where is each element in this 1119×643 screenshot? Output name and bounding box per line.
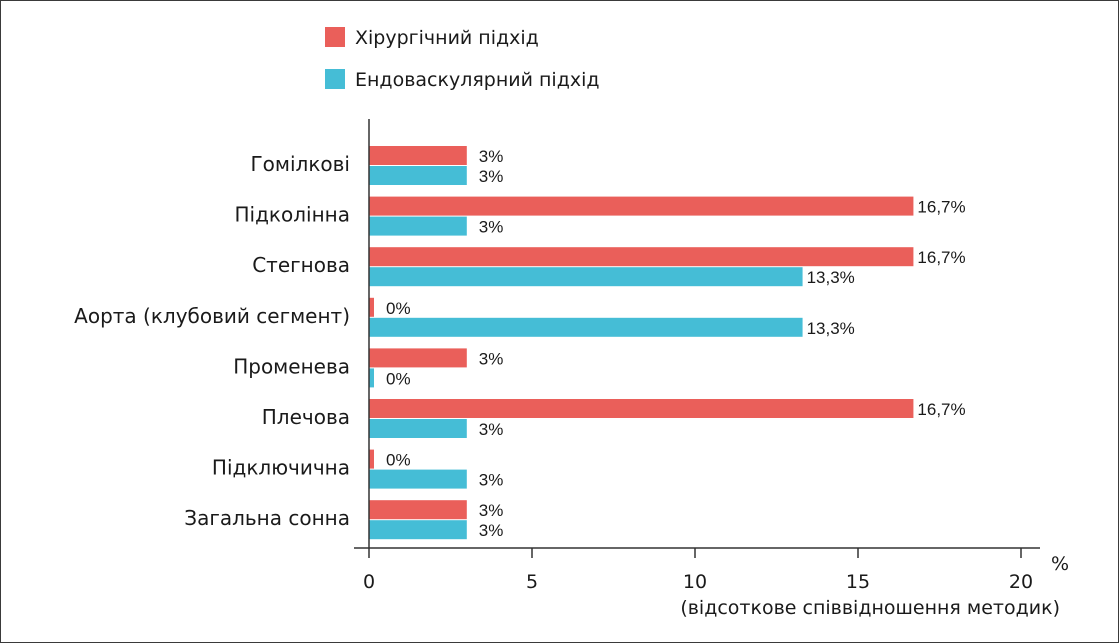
bar-s1-c4 [369, 368, 374, 388]
value-label-s0-c1: 16,7% [917, 198, 965, 217]
x-axis-title: (відсоткове співвідношення методик) [680, 597, 1060, 619]
legend-swatch-0 [325, 27, 345, 47]
bar-s1-c1 [369, 216, 467, 236]
value-label-s1-c4: 0% [386, 369, 411, 388]
bar-s0-c5 [369, 399, 914, 418]
category-label-0: Гомілкові [250, 152, 350, 176]
value-label-s1-c2: 13,3% [807, 268, 855, 287]
legend-label-1: Ендоваскулярний підхід [355, 69, 600, 91]
legend: Хірургічний підхід Ендоваскулярний підхід [325, 27, 600, 91]
bar-s1-c0 [369, 166, 467, 185]
legend-label-0: Хірургічний підхід [355, 27, 539, 49]
value-label-s0-c6: 0% [386, 451, 411, 470]
bar-s0-c0 [369, 146, 467, 165]
x-tick-label-2: 10 [683, 571, 707, 593]
bar-s1-c2 [369, 267, 803, 287]
value-label-s0-c4: 3% [479, 349, 504, 368]
bar-s1-c3 [369, 317, 803, 337]
value-label-s0-c5: 16,7% [917, 400, 965, 419]
x-tick-label-3: 15 [846, 571, 870, 593]
bar-s0-c3 [369, 297, 374, 317]
value-label-s1-c1: 3% [479, 218, 504, 237]
category-label-6: Підключична [212, 456, 350, 480]
category-label-3: Аорта (клубовий сегмент) [74, 304, 350, 328]
value-label-s1-c0: 3% [479, 167, 504, 186]
bar-s1-c6 [369, 469, 467, 489]
value-label-s1-c7: 3% [479, 521, 504, 540]
x-tick-label-1: 5 [526, 571, 538, 593]
x-tick-label-0: 0 [363, 571, 375, 593]
value-label-s0-c0: 3% [479, 147, 504, 166]
bar-s0-c1 [369, 196, 914, 216]
category-label-2: Стегнова [252, 253, 350, 277]
bar-s0-c2 [369, 247, 914, 267]
bar-s1-c7 [369, 520, 467, 540]
value-label-s1-c5: 3% [479, 420, 504, 439]
category-label-5: Плечова [262, 405, 350, 429]
bar-s0-c7 [369, 500, 467, 520]
bar-s1-c5 [369, 419, 467, 438]
category-label-7: Загальна сонна [184, 506, 350, 530]
x-tick-label-4: 20 [1009, 571, 1033, 593]
value-label-s1-c6: 3% [479, 471, 504, 490]
value-label-s0-c2: 16,7% [917, 248, 965, 267]
x-unit-label: % [1051, 553, 1069, 575]
bar-s0-c6 [369, 449, 374, 469]
legend-swatch-1 [325, 69, 345, 89]
bars: Гомілкові 3%3%Підколінна 16,7%3%Стегнова 16… [74, 146, 966, 540]
category-label-1: Підколінна [235, 203, 351, 227]
axes [354, 119, 1040, 549]
value-label-s0-c3: 0% [386, 299, 411, 318]
category-label-4: Променева [233, 354, 350, 378]
value-label-s0-c7: 3% [479, 501, 504, 520]
value-label-s1-c3: 13,3% [807, 319, 855, 338]
bar-s0-c4 [369, 348, 467, 368]
x-ticks: 0 5 10 15 20 [363, 548, 1033, 593]
